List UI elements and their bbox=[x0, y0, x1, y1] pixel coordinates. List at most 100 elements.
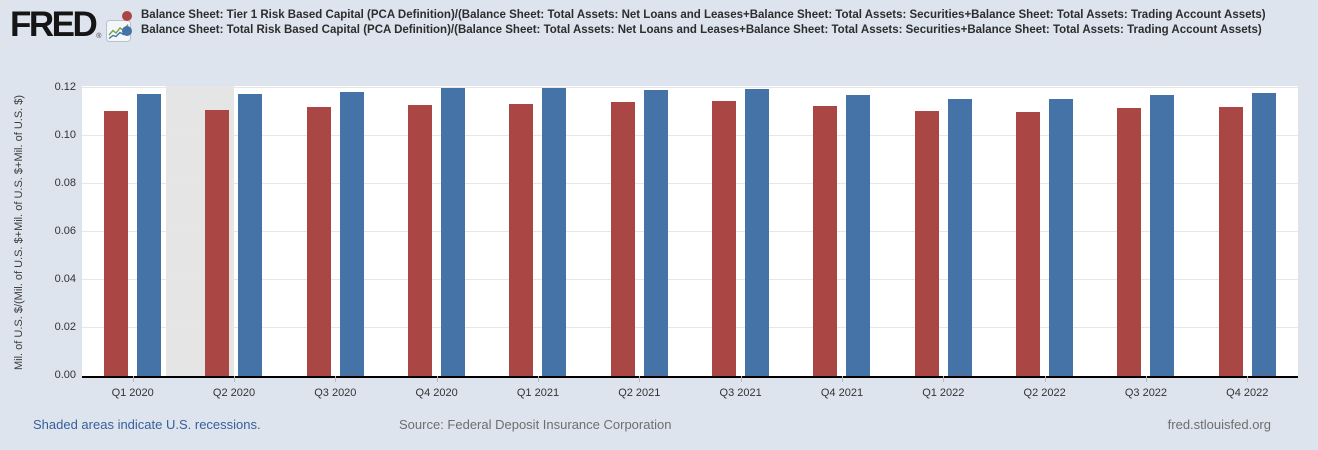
bar-groups bbox=[82, 86, 1298, 376]
x-tick-mark bbox=[132, 376, 134, 382]
bar-group-q2-2020 bbox=[183, 86, 284, 376]
y-tick-label: 0.04 bbox=[54, 273, 76, 285]
bar bbox=[1251, 92, 1276, 376]
x-tick-label: Q1 2020 bbox=[82, 376, 183, 399]
bar bbox=[339, 91, 364, 376]
x-tick-mark bbox=[841, 376, 843, 382]
x-tick-label: Q3 2022 bbox=[1095, 376, 1196, 399]
bar-group-q4-2021 bbox=[791, 86, 892, 376]
total-series-label: Balance Sheet: Total Risk Based Capital … bbox=[141, 24, 1262, 36]
bar bbox=[1016, 112, 1041, 376]
x-tick-label: Q2 2020 bbox=[183, 376, 284, 399]
x-tick-label: Q4 2020 bbox=[386, 376, 487, 399]
x-tick-mark bbox=[436, 376, 438, 382]
bar bbox=[1150, 95, 1175, 376]
bar-group-q4-2022 bbox=[1197, 86, 1298, 376]
bar bbox=[846, 95, 871, 376]
x-tick-mark bbox=[639, 376, 641, 382]
gridline bbox=[82, 135, 1298, 136]
x-tick-mark bbox=[1044, 376, 1046, 382]
fred-logo[interactable]: FRED ® bbox=[10, 5, 132, 47]
bar-group-q3-2021 bbox=[690, 86, 791, 376]
x-tick-text: Q1 2020 bbox=[111, 387, 154, 399]
gridline bbox=[82, 327, 1298, 328]
x-tick-mark bbox=[1247, 376, 1249, 382]
fred-site-link[interactable]: fred.stlouisfed.org bbox=[1167, 417, 1271, 432]
bar bbox=[441, 88, 466, 376]
legend: Balance Sheet: Tier 1 Risk Based Capital… bbox=[122, 8, 1266, 38]
x-tick-mark bbox=[1145, 376, 1147, 382]
x-tick-text: Q4 2020 bbox=[415, 387, 458, 399]
bar bbox=[914, 110, 939, 376]
bar bbox=[1117, 108, 1142, 376]
x-axis: Q1 2020 Q2 2020 Q3 2020 Q4 2020 Q1 2021 Q2 20… bbox=[82, 376, 1298, 399]
bar-group-q1-2022 bbox=[893, 86, 994, 376]
bar-group-q3-2020 bbox=[285, 86, 386, 376]
y-tick-label: 0.06 bbox=[54, 225, 76, 237]
bar-group-q1-2020 bbox=[82, 86, 183, 376]
x-tick-text: Q3 2020 bbox=[314, 387, 357, 399]
recession-note-link[interactable]: Shaded areas indicate U.S. recessions. bbox=[33, 417, 261, 432]
bar bbox=[610, 102, 635, 376]
y-tick-label: 0.10 bbox=[54, 129, 76, 141]
bar bbox=[947, 98, 972, 376]
gridline bbox=[82, 87, 1298, 88]
x-tick-label: Q1 2022 bbox=[893, 376, 994, 399]
bar bbox=[1218, 107, 1243, 376]
x-tick-text: Q3 2022 bbox=[1124, 387, 1168, 399]
x-tick-label: Q1 2021 bbox=[487, 376, 588, 399]
x-tick-text: Q4 2021 bbox=[820, 387, 864, 399]
x-tick-label: Q4 2022 bbox=[1197, 376, 1298, 399]
x-tick-mark bbox=[233, 376, 235, 382]
bar-group-q2-2021 bbox=[589, 86, 690, 376]
source-link[interactable]: Source: Federal Deposit Insurance Corpor… bbox=[399, 417, 672, 432]
y-tick-label: 0.00 bbox=[54, 369, 76, 381]
tier1-series-label: Balance Sheet: Tier 1 Risk Based Capital… bbox=[141, 9, 1266, 21]
x-tick-text: Q1 2022 bbox=[922, 387, 965, 399]
x-tick-label: Q3 2020 bbox=[285, 376, 386, 399]
bar-group-q2-2022 bbox=[994, 86, 1095, 376]
legend-item-total-series[interactable]: Balance Sheet: Total Risk Based Capital … bbox=[122, 23, 1266, 38]
x-tick-label: Q3 2021 bbox=[690, 376, 791, 399]
y-tick-label: 0.02 bbox=[54, 321, 76, 333]
bar bbox=[238, 94, 263, 376]
x-tick-text: Q2 2020 bbox=[212, 387, 256, 399]
bar bbox=[306, 107, 331, 376]
bar bbox=[205, 109, 230, 376]
bar bbox=[408, 104, 433, 376]
plot-area bbox=[82, 86, 1298, 378]
tier1-series-marker-icon bbox=[122, 11, 132, 21]
bar-group-q1-2021 bbox=[487, 86, 588, 376]
bar-group-q3-2022 bbox=[1095, 86, 1196, 376]
bar bbox=[542, 88, 567, 376]
bar bbox=[137, 94, 162, 376]
x-tick-mark bbox=[335, 376, 337, 382]
x-tick-text: Q1 2021 bbox=[516, 387, 560, 399]
x-tick-mark bbox=[740, 376, 742, 382]
bar-group-q4-2020 bbox=[386, 86, 487, 376]
gridline bbox=[82, 183, 1298, 184]
total-series-marker-icon bbox=[122, 26, 132, 36]
bar bbox=[745, 89, 770, 376]
y-tick-label: 0.12 bbox=[54, 81, 76, 93]
bar bbox=[712, 101, 737, 376]
y-tick-label: 0.08 bbox=[54, 177, 76, 189]
x-tick-label: Q2 2022 bbox=[994, 376, 1095, 399]
legend-item-tier1-series[interactable]: Balance Sheet: Tier 1 Risk Based Capital… bbox=[122, 8, 1266, 23]
bar bbox=[104, 110, 129, 376]
bar bbox=[643, 90, 668, 376]
x-tick-text: Q2 2022 bbox=[1023, 387, 1066, 399]
x-tick-mark bbox=[537, 376, 539, 382]
chart-footer: Shaded areas indicate U.S. recessions. S… bbox=[0, 416, 1318, 438]
gridline bbox=[82, 279, 1298, 280]
fred-logo-text: FRED bbox=[10, 5, 98, 44]
bar bbox=[813, 106, 838, 376]
x-tick-mark bbox=[943, 376, 945, 382]
x-tick-text: Q2 2021 bbox=[618, 387, 661, 399]
x-tick-label: Q2 2021 bbox=[589, 376, 690, 399]
bar bbox=[509, 103, 534, 376]
x-tick-label: Q4 2021 bbox=[791, 376, 892, 399]
x-tick-text: Q3 2021 bbox=[719, 387, 762, 399]
y-axis-tick-labels: 0.00 0.02 0.04 0.06 0.08 0.10 0.12 bbox=[0, 81, 76, 381]
